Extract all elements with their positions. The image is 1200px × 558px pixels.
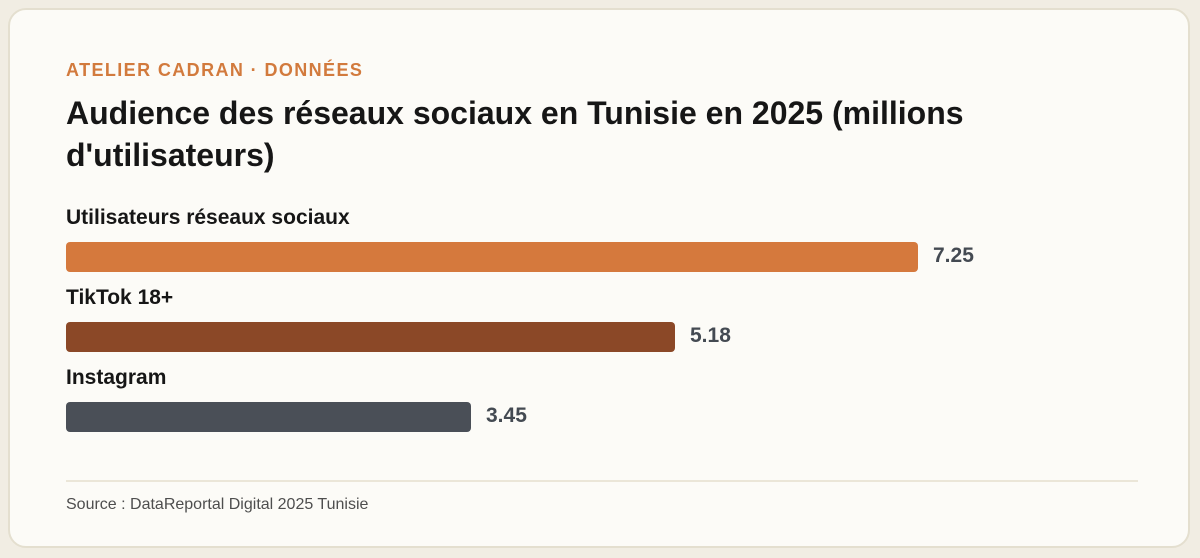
bar-row: TikTok 18+ 5.18 bbox=[66, 286, 1146, 366]
chart-card: ATELIER CADRAN · DONNÉES Audience des ré… bbox=[8, 8, 1190, 548]
chart-title: Audience des réseaux sociaux en Tunisie … bbox=[66, 95, 964, 173]
eyebrow-label: ATELIER CADRAN · DONNÉES bbox=[66, 60, 364, 80]
bar-chart: Utilisateurs réseaux sociaux 7.25 TikTok 1… bbox=[66, 206, 1146, 446]
bar-row: Utilisateurs réseaux sociaux 7.25 bbox=[66, 206, 1146, 286]
bar-value-label: 7.25 bbox=[933, 244, 974, 267]
bar-category-label: TikTok 18+ bbox=[66, 286, 174, 309]
source-note: Source : DataReportal Digital 2025 Tunis… bbox=[66, 496, 369, 513]
bar bbox=[66, 322, 675, 352]
bar-row: Instagram 3.45 bbox=[66, 366, 1146, 446]
bar-category-label: Instagram bbox=[66, 366, 167, 389]
bar-value-label: 5.18 bbox=[690, 324, 731, 347]
bar bbox=[66, 402, 471, 432]
footer-divider bbox=[66, 480, 1138, 482]
bar-category-label: Utilisateurs réseaux sociaux bbox=[66, 206, 350, 229]
bar bbox=[66, 242, 918, 272]
bar-value-label: 3.45 bbox=[486, 404, 527, 427]
